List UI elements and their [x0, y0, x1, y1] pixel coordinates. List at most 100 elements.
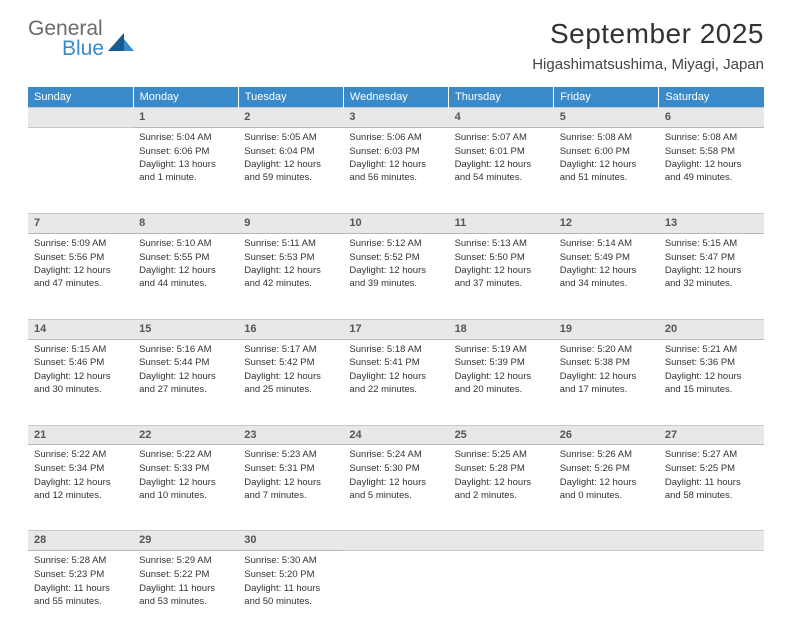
day-cell	[343, 551, 448, 637]
day-number-cell: 29	[133, 531, 238, 551]
sunrise-text: Sunrise: 5:06 AM	[349, 132, 442, 145]
daylight-text: Daylight: 12 hours and 49 minutes.	[665, 159, 758, 185]
day-cell-content: Sunrise: 5:13 AMSunset: 5:50 PMDaylight:…	[449, 234, 554, 294]
sunset-text: Sunset: 6:04 PM	[244, 146, 337, 159]
day-content-row: Sunrise: 5:04 AMSunset: 6:06 PMDaylight:…	[28, 127, 764, 213]
day-number-cell: 21	[28, 425, 133, 445]
day-number-cell: 19	[554, 319, 659, 339]
day-content-row: Sunrise: 5:22 AMSunset: 5:34 PMDaylight:…	[28, 445, 764, 531]
day-number-cell: 24	[343, 425, 448, 445]
day-number-cell: 18	[449, 319, 554, 339]
day-number-cell	[659, 531, 764, 551]
day-cell-content: Sunrise: 5:21 AMSunset: 5:36 PMDaylight:…	[659, 340, 764, 400]
day-number-row: 78910111213	[28, 213, 764, 233]
sunrise-text: Sunrise: 5:16 AM	[139, 344, 232, 357]
day-content-row: Sunrise: 5:09 AMSunset: 5:56 PMDaylight:…	[28, 233, 764, 319]
day-cell: Sunrise: 5:21 AMSunset: 5:36 PMDaylight:…	[659, 339, 764, 425]
day-cell: Sunrise: 5:08 AMSunset: 5:58 PMDaylight:…	[659, 127, 764, 213]
daylight-text: Daylight: 11 hours and 58 minutes.	[665, 477, 758, 503]
sunrise-text: Sunrise: 5:20 AM	[560, 344, 653, 357]
daylight-text: Daylight: 12 hours and 30 minutes.	[34, 371, 127, 397]
sunrise-text: Sunrise: 5:29 AM	[139, 555, 232, 568]
weekday-header: Saturday	[659, 87, 764, 108]
sunrise-text: Sunrise: 5:11 AM	[244, 238, 337, 251]
day-number-cell: 13	[659, 213, 764, 233]
weekday-header: Sunday	[28, 87, 133, 108]
day-cell: Sunrise: 5:22 AMSunset: 5:34 PMDaylight:…	[28, 445, 133, 531]
day-cell-content: Sunrise: 5:06 AMSunset: 6:03 PMDaylight:…	[343, 128, 448, 188]
day-number-cell: 27	[659, 425, 764, 445]
day-cell-content: Sunrise: 5:09 AMSunset: 5:56 PMDaylight:…	[28, 234, 133, 294]
day-cell-content: Sunrise: 5:22 AMSunset: 5:34 PMDaylight:…	[28, 445, 133, 505]
day-cell-content: Sunrise: 5:24 AMSunset: 5:30 PMDaylight:…	[343, 445, 448, 505]
daylight-text: Daylight: 12 hours and 27 minutes.	[139, 371, 232, 397]
day-cell	[659, 551, 764, 637]
day-number-cell: 17	[343, 319, 448, 339]
day-cell-content: Sunrise: 5:29 AMSunset: 5:22 PMDaylight:…	[133, 551, 238, 611]
day-number-cell: 12	[554, 213, 659, 233]
day-number-cell: 4	[449, 108, 554, 128]
day-number-cell: 26	[554, 425, 659, 445]
weekday-header: Monday	[133, 87, 238, 108]
sunset-text: Sunset: 5:36 PM	[665, 357, 758, 370]
day-cell: Sunrise: 5:13 AMSunset: 5:50 PMDaylight:…	[449, 233, 554, 319]
day-cell: Sunrise: 5:15 AMSunset: 5:46 PMDaylight:…	[28, 339, 133, 425]
sunset-text: Sunset: 5:28 PM	[455, 463, 548, 476]
day-cell-content: Sunrise: 5:12 AMSunset: 5:52 PMDaylight:…	[343, 234, 448, 294]
sunset-text: Sunset: 6:00 PM	[560, 146, 653, 159]
day-cell: Sunrise: 5:28 AMSunset: 5:23 PMDaylight:…	[28, 551, 133, 637]
day-cell: Sunrise: 5:16 AMSunset: 5:44 PMDaylight:…	[133, 339, 238, 425]
daylight-text: Daylight: 12 hours and 17 minutes.	[560, 371, 653, 397]
sunrise-text: Sunrise: 5:08 AM	[665, 132, 758, 145]
day-cell-content: Sunrise: 5:18 AMSunset: 5:41 PMDaylight:…	[343, 340, 448, 400]
day-number-cell: 6	[659, 108, 764, 128]
day-number-row: 282930	[28, 531, 764, 551]
day-cell: Sunrise: 5:22 AMSunset: 5:33 PMDaylight:…	[133, 445, 238, 531]
sunset-text: Sunset: 5:55 PM	[139, 252, 232, 265]
daylight-text: Daylight: 12 hours and 54 minutes.	[455, 159, 548, 185]
daylight-text: Daylight: 11 hours and 53 minutes.	[139, 583, 232, 609]
daylight-text: Daylight: 12 hours and 34 minutes.	[560, 265, 653, 291]
day-cell: Sunrise: 5:27 AMSunset: 5:25 PMDaylight:…	[659, 445, 764, 531]
day-cell-content: Sunrise: 5:05 AMSunset: 6:04 PMDaylight:…	[238, 128, 343, 188]
sunrise-text: Sunrise: 5:08 AM	[560, 132, 653, 145]
day-cell: Sunrise: 5:24 AMSunset: 5:30 PMDaylight:…	[343, 445, 448, 531]
day-cell-content: Sunrise: 5:04 AMSunset: 6:06 PMDaylight:…	[133, 128, 238, 188]
day-number-cell: 20	[659, 319, 764, 339]
sunset-text: Sunset: 5:46 PM	[34, 357, 127, 370]
sunrise-text: Sunrise: 5:13 AM	[455, 238, 548, 251]
day-cell-content: Sunrise: 5:14 AMSunset: 5:49 PMDaylight:…	[554, 234, 659, 294]
daylight-text: Daylight: 12 hours and 7 minutes.	[244, 477, 337, 503]
daylight-text: Daylight: 12 hours and 5 minutes.	[349, 477, 442, 503]
sunset-text: Sunset: 5:30 PM	[349, 463, 442, 476]
sunrise-text: Sunrise: 5:30 AM	[244, 555, 337, 568]
sunset-text: Sunset: 5:47 PM	[665, 252, 758, 265]
day-cell-content: Sunrise: 5:23 AMSunset: 5:31 PMDaylight:…	[238, 445, 343, 505]
sunrise-text: Sunrise: 5:07 AM	[455, 132, 548, 145]
sunset-text: Sunset: 5:34 PM	[34, 463, 127, 476]
day-cell: Sunrise: 5:26 AMSunset: 5:26 PMDaylight:…	[554, 445, 659, 531]
sunrise-text: Sunrise: 5:12 AM	[349, 238, 442, 251]
day-number-cell: 25	[449, 425, 554, 445]
daylight-text: Daylight: 12 hours and 42 minutes.	[244, 265, 337, 291]
day-cell: Sunrise: 5:15 AMSunset: 5:47 PMDaylight:…	[659, 233, 764, 319]
day-cell: Sunrise: 5:19 AMSunset: 5:39 PMDaylight:…	[449, 339, 554, 425]
logo-triangle-icon	[108, 29, 134, 51]
sunset-text: Sunset: 5:50 PM	[455, 252, 548, 265]
sunset-text: Sunset: 5:52 PM	[349, 252, 442, 265]
sunset-text: Sunset: 5:23 PM	[34, 569, 127, 582]
logo-text-block: General Blue	[28, 18, 104, 59]
day-number-cell: 8	[133, 213, 238, 233]
weekday-header-row: Sunday Monday Tuesday Wednesday Thursday…	[28, 87, 764, 108]
sunrise-text: Sunrise: 5:15 AM	[665, 238, 758, 251]
day-cell	[554, 551, 659, 637]
sunset-text: Sunset: 5:49 PM	[560, 252, 653, 265]
day-number-cell: 7	[28, 213, 133, 233]
sunset-text: Sunset: 5:42 PM	[244, 357, 337, 370]
day-cell	[449, 551, 554, 637]
sunset-text: Sunset: 5:26 PM	[560, 463, 653, 476]
logo-line2: Blue	[62, 38, 104, 59]
day-cell: Sunrise: 5:20 AMSunset: 5:38 PMDaylight:…	[554, 339, 659, 425]
day-number-cell: 15	[133, 319, 238, 339]
sunrise-text: Sunrise: 5:27 AM	[665, 449, 758, 462]
